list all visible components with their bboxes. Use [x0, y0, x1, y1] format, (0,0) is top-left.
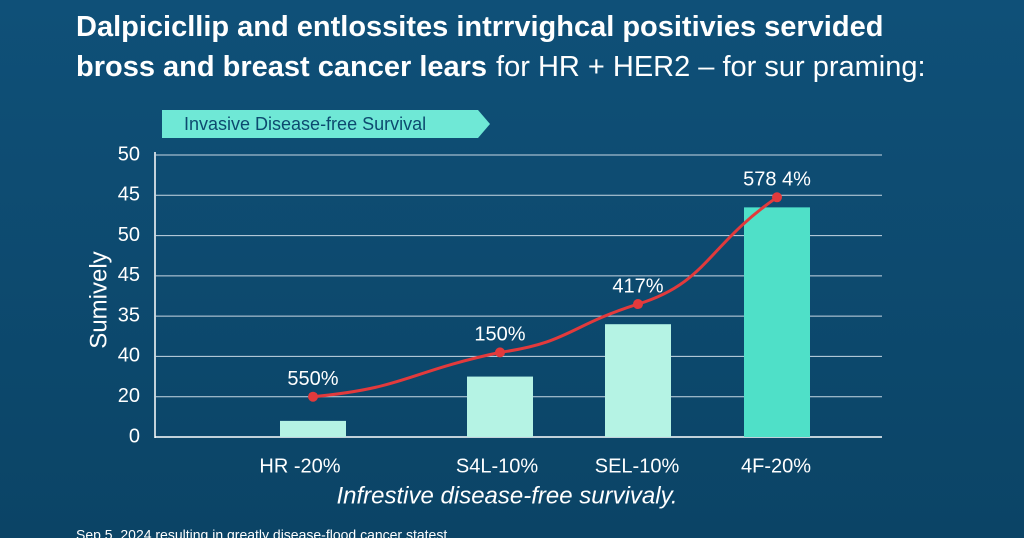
title-bold: bross and breast cancer lears	[76, 51, 487, 83]
annotation: 150%	[474, 324, 525, 346]
x-tick-label: SEL-10%	[595, 455, 680, 477]
line	[312, 196, 778, 399]
y-tick-label: 20	[118, 385, 140, 407]
y-tick-label: 45	[118, 184, 140, 206]
title-line-1: Dalpicicllip and entlossites intrrvighca…	[76, 11, 883, 43]
legend-label: Invasive Disease-free Survival	[184, 114, 426, 134]
y-tick-label: 50	[118, 143, 140, 165]
bar	[467, 376, 533, 437]
point	[772, 192, 782, 203]
annotation: 578 4%	[743, 169, 811, 191]
y-tick-label: 45	[118, 264, 140, 286]
x-axis-label: Infrestive disease-free survivaly.	[336, 482, 677, 509]
point	[308, 391, 318, 402]
footnote: Sep 5, 2024 resulting in greatly disease…	[76, 527, 447, 538]
y-tick-label: 35	[118, 304, 140, 326]
legend-tag	[162, 110, 490, 138]
y-tick-label: 40	[118, 345, 140, 367]
y-tick-label: 0	[129, 425, 140, 447]
title-line-2: bross and breast cancer lears for HR + HE…	[76, 51, 926, 83]
bar	[280, 420, 346, 437]
y-axis-label: Sumively	[85, 251, 112, 348]
y-tick-label: 50	[118, 224, 140, 246]
bar	[744, 207, 810, 437]
point	[495, 347, 505, 358]
bar	[605, 324, 671, 437]
x-tick-label: 4F-20%	[741, 455, 811, 477]
title-normal: for HR + HER2 – for sur praming:	[496, 51, 926, 83]
point	[633, 299, 643, 310]
x-tick-label: S4L-10%	[456, 455, 538, 477]
annotation: 417%	[612, 275, 663, 297]
annotation: 550%	[287, 368, 338, 390]
x-tick-label: HR -20%	[259, 455, 340, 477]
